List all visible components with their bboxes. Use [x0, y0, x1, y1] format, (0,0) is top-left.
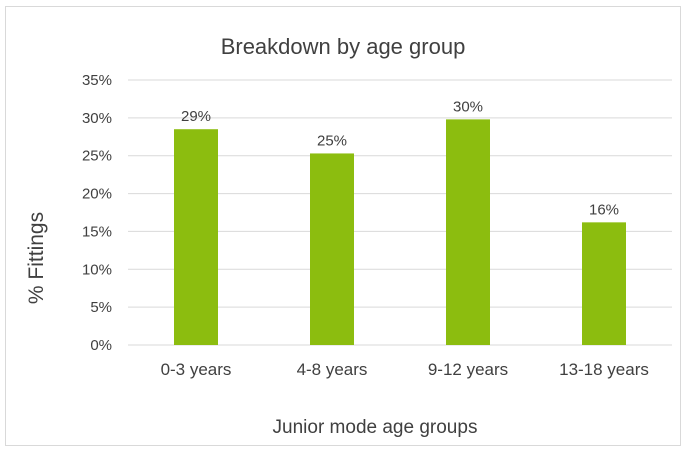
- data-label: 30%: [453, 98, 483, 115]
- y-tick-label: 5%: [90, 299, 112, 316]
- data-label: 25%: [317, 132, 347, 149]
- y-tick-label: 15%: [82, 223, 112, 240]
- x-tick-label: 13-18 years: [559, 360, 649, 379]
- data-label: 16%: [589, 201, 619, 218]
- bar: [446, 119, 490, 345]
- y-axis-label: % Fittings: [25, 212, 48, 304]
- bar: [174, 129, 218, 345]
- x-tick-label: 0-3 years: [161, 360, 232, 379]
- data-label: 29%: [181, 108, 211, 125]
- x-tick-label: 4-8 years: [297, 360, 368, 379]
- y-tick-label: 30%: [82, 110, 112, 127]
- x-axis-label: Junior mode age groups: [273, 417, 478, 438]
- y-tick-label: 0%: [90, 337, 112, 354]
- y-tick-label: 10%: [82, 261, 112, 278]
- x-tick-label: 9-12 years: [428, 360, 508, 379]
- bar: [310, 153, 354, 345]
- y-tick-label: 25%: [82, 148, 112, 165]
- bar: [582, 222, 626, 345]
- y-tick-label: 20%: [82, 186, 112, 203]
- chart-title: Breakdown by age group: [221, 34, 466, 59]
- y-tick-label: 35%: [82, 72, 112, 89]
